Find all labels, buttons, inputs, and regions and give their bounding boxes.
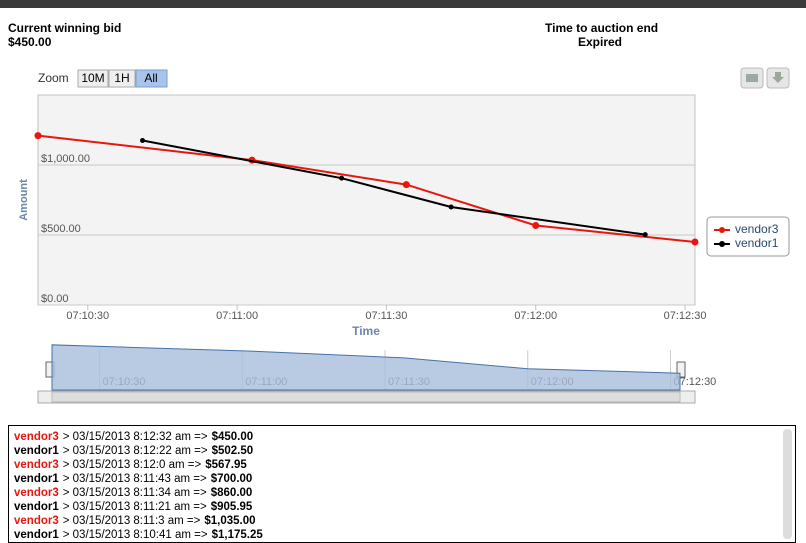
x-tick-label: 07:11:30 [365,310,407,322]
zoom-label: Zoom [38,71,69,85]
print-icon [746,74,758,82]
navigator-tick-label: 07:12:30 [673,376,716,388]
log-row: vendor1 > 03/15/2013 8:10:41 am => $1,175.… [9,528,795,542]
log-row: vendor3 > 03/15/2013 8:12:32 am => $450.00 [9,430,795,444]
x-axis-title: Time [352,324,380,338]
log-amount: $905.95 [210,501,253,513]
data-point [339,175,345,181]
log-row: vendor3 > 03/15/2013 8:12:0 am => $567.95 [9,458,795,472]
export-icon [772,72,784,83]
log-text: > 03/15/2013 8:11:43 am => [62,473,207,485]
legend-marker [719,227,725,233]
log-text: > 03/15/2013 8:12:22 am => [62,445,208,457]
bid-log: vendor3 > 03/15/2013 8:12:32 am => $450.00… [8,425,796,543]
log-row: vendor3 > 03/15/2013 8:11:34 am => $860.00 [9,486,795,500]
time-label: Time to auction end [545,21,659,35]
zoom-button-label[interactable]: 1H [114,71,129,85]
y-tick-label: $0.00 [41,293,69,305]
log-vendor: vendor1 [14,501,59,513]
bid-value: $450.00 [8,35,52,49]
log-text: > 03/15/2013 8:10:41 am => [62,529,208,541]
log-text: > 03/15/2013 8:12:0 am => [62,459,202,471]
log-vendor: vendor1 [14,445,59,457]
data-point [402,181,410,189]
series-line [142,139,646,236]
log-text: > 03/15/2013 8:12:32 am => [62,431,208,443]
log-amount: $502.50 [211,445,254,457]
data-point [448,204,454,210]
log-vendor: vendor3 [14,515,59,527]
legend-label: vendor1 [735,236,779,250]
zoom-button[interactable] [135,69,168,88]
log-text: > 03/15/2013 8:11:21 am => [62,501,207,513]
chart: Zoom 10M 1H All Amount Time $0.00 $500.00… [18,67,790,404]
legend-label: vendor3 [735,222,779,236]
legend-marker [719,241,725,247]
x-tick-label: 07:12:00 [514,310,557,322]
data-point [532,221,540,229]
log-vendor: vendor1 [14,473,59,485]
bid-label: Current winning bid [8,21,122,35]
log-amount: $1,035.00 [204,515,256,527]
log-amount: $700.00 [210,473,253,485]
zoom-button-label[interactable]: 10M [81,71,104,85]
data-point [34,132,42,140]
log-text: > 03/15/2013 8:11:34 am => [62,487,207,499]
log-amount: $860.00 [210,487,253,499]
data-point [691,238,699,246]
navigator-handle[interactable] [676,361,686,378]
log-vendor: vendor3 [14,431,59,443]
y-tick-label: $1,000.00 [41,153,90,165]
log-amount: $1,175.25 [211,529,263,541]
plot-area [37,94,696,306]
zoom-button[interactable] [77,69,109,88]
log-row: vendor1 > 03/15/2013 8:12:22 am => $502.50 [9,444,795,458]
y-axis-title: Amount [18,179,30,221]
time-value: Expired [578,35,623,49]
legend [706,216,790,257]
navigator-area [51,344,681,391]
log-amount: $450.00 [211,431,254,443]
data-point [140,137,146,143]
y-tick-label: $500.00 [41,223,81,235]
top-bar [0,0,806,8]
log-row: vendor1 > 03/15/2013 8:11:43 am => $700.00 [9,472,795,486]
log-scrollbar[interactable] [783,429,792,539]
zoom-button-label[interactable]: All [144,71,157,85]
log-row: vendor1 > 03/15/2013 8:11:21 am => $905.95 [9,500,795,514]
zoom-button[interactable] [108,69,136,88]
log-vendor: vendor3 [14,459,59,471]
x-tick-label: 07:11:00 [216,310,258,322]
scrollbar-thumb[interactable] [51,391,681,403]
log-vendor: vendor3 [14,487,59,499]
data-point [642,232,648,238]
log-amount: $567.95 [205,459,247,471]
log-row: vendor3 > 03/15/2013 8:11:3 am => $1,035.0… [9,514,795,528]
x-tick-label: 07:10:30 [66,310,109,322]
log-vendor: vendor1 [14,529,59,541]
log-text: > 03/15/2013 8:11:3 am => [62,515,201,527]
x-tick-label: 07:12:30 [664,310,707,322]
